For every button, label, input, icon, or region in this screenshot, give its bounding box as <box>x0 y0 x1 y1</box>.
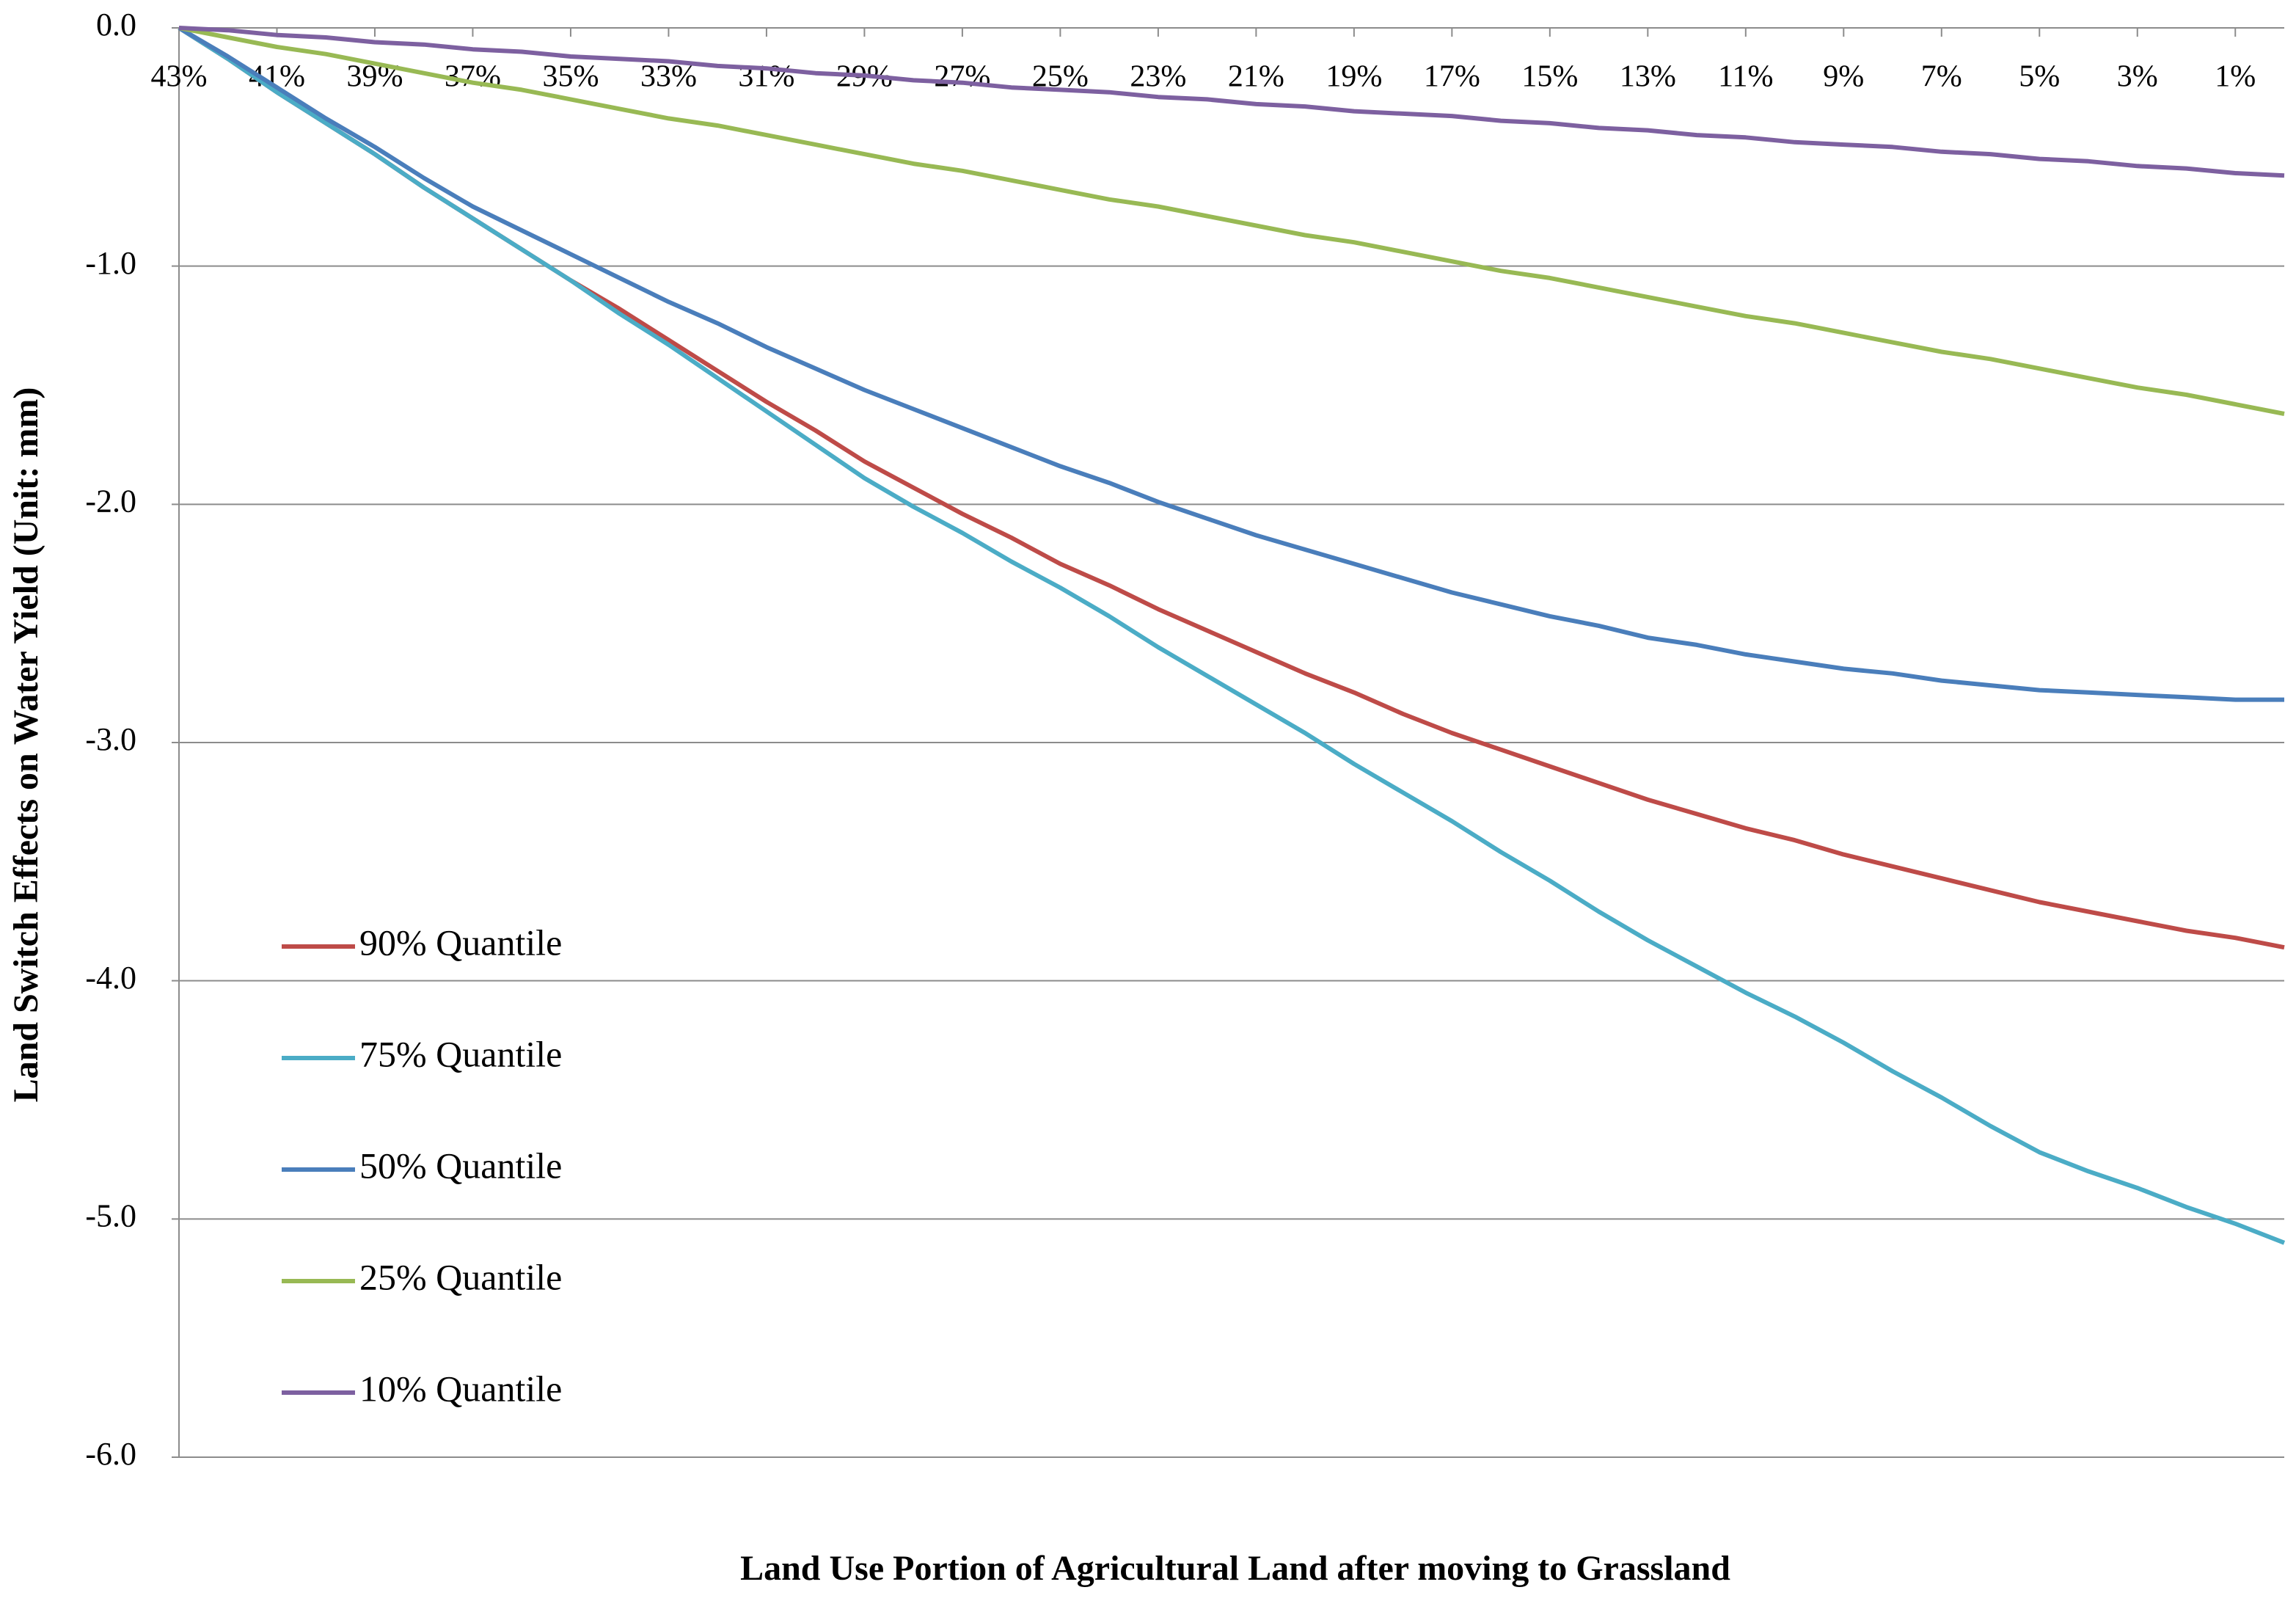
legend-label: 75% Quantile <box>359 1033 562 1074</box>
x-tick-label: 31% <box>738 60 794 94</box>
y-tick-label: -4.0 <box>85 960 136 996</box>
x-tick-label: 23% <box>1130 60 1186 94</box>
x-tick-label: 21% <box>1228 60 1284 94</box>
x-tick-label: 43% <box>151 60 208 94</box>
series-line <box>178 26 2285 178</box>
series-line <box>178 26 2286 1245</box>
series-line <box>178 26 2285 416</box>
y-axis-title: Land Switch Effects on Water Yield (Unit… <box>7 387 45 1103</box>
x-tick-label: 27% <box>934 60 990 94</box>
legend-label: 25% Quantile <box>359 1256 562 1297</box>
series-line <box>178 26 2285 950</box>
legend-label: 90% Quantile <box>359 922 562 963</box>
legend-label: 10% Quantile <box>359 1368 562 1409</box>
legend-label: 50% Quantile <box>359 1145 562 1186</box>
y-tick-label: -1.0 <box>85 245 136 281</box>
x-tick-label: 11% <box>1718 60 1773 94</box>
x-axis-title: Land Use Portion of Agricultural Land af… <box>740 1549 1730 1588</box>
x-tick-label: 13% <box>1620 60 1676 94</box>
y-tick-label: -2.0 <box>85 483 136 519</box>
series-line <box>178 26 2284 702</box>
x-tick-label: 15% <box>1521 60 1578 94</box>
x-tick-label: 17% <box>1424 60 1480 94</box>
y-tick-label: 0.0 <box>96 7 136 43</box>
y-tick-label: -6.0 <box>85 1436 136 1472</box>
x-tick-label: 5% <box>2019 60 2060 94</box>
x-tick-label: 1% <box>2215 60 2256 94</box>
x-tick-label: 19% <box>1326 60 1382 94</box>
x-tick-label: 3% <box>2117 60 2158 94</box>
y-tick-label: -3.0 <box>85 721 136 757</box>
x-tick-label: 9% <box>1823 60 1864 94</box>
x-tick-label: 33% <box>640 60 697 94</box>
y-tick-label: -5.0 <box>85 1197 136 1233</box>
x-tick-label: 37% <box>445 60 501 94</box>
x-tick-label: 7% <box>1921 60 1962 94</box>
x-tick-label: 35% <box>542 60 599 94</box>
